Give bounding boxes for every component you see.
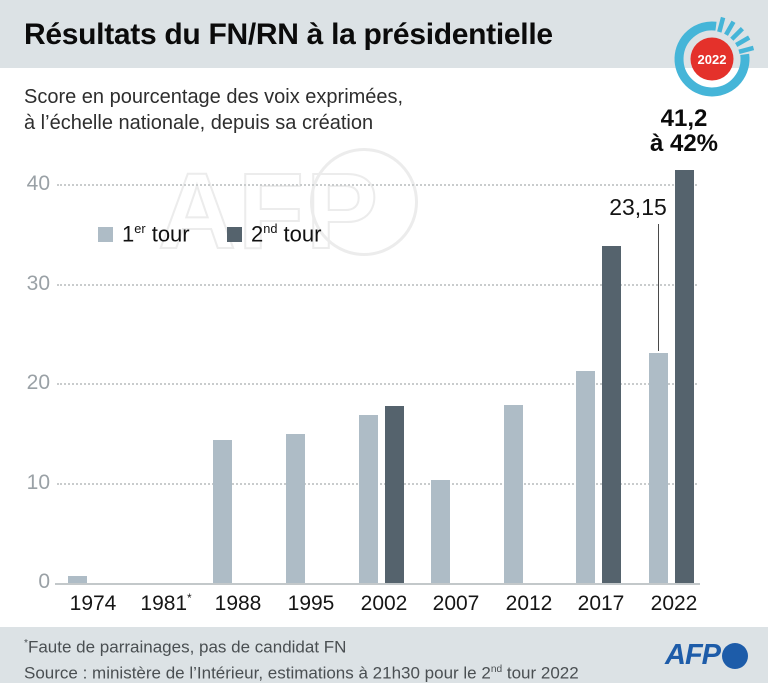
afp-watermark-circle [310,148,418,256]
legend-label-2nd-tour: 2nd tour [251,221,322,247]
bar-1974-1er-tour [68,576,87,583]
x-label-1974: 1974 [69,592,117,615]
legend-label-1er-tour: 1er tour [122,221,190,247]
page-title: Résultats du FN/RN à la présidentielle [24,18,553,51]
header-band [0,0,768,68]
bar-2017-1er-tour [576,371,595,583]
legend-swatch-1er-tour [98,226,113,242]
x-label-1995: 1995 [287,592,335,615]
afp-logo: AFP [665,639,748,672]
bar-2007-1er-tour [431,480,450,583]
gridline-40 [57,184,697,186]
x-axis-line [55,583,700,585]
source-line: Source : ministère de l’Intérieur, estim… [24,663,579,683]
footer-band: *Faute de parrainages, pas de candidat F… [0,627,768,683]
afp-logo-text: AFP [665,639,721,671]
bar-2017-2nd-tour [602,246,621,583]
subtitle-line-2: à l’échelle nationale, depuis sa créatio… [24,112,374,134]
footer-text: *Faute de parrainages, pas de candidat F… [24,633,579,683]
badge-ring-icon: 2022 [674,16,755,97]
legend-item-2nd-tour: 2nd tour [227,221,321,247]
legend-swatch-2nd-tour [227,226,242,242]
bar-1988-1er-tour [213,440,232,583]
chart-subtitle: Score en pourcentage des voix exprimées,… [24,84,403,136]
y-tick-label-20: 20 [26,371,50,394]
x-label-2017: 2017 [577,592,625,615]
annotation-pointer-line [658,224,659,351]
y-tick-label-40: 40 [26,172,50,195]
x-label-2012: 2012 [505,592,553,615]
y-tick-label-10: 10 [26,471,50,494]
badge-arc [674,21,750,97]
bar-2012-1er-tour [504,405,523,583]
y-tick-label-0: 0 [38,570,50,593]
bar-1995-1er-tour [286,434,305,583]
annotation-2022-second-round: 41,2 à 42% [649,105,719,157]
x-label-1981: 1981* [140,592,192,615]
year-2022-badge: 2022 [664,11,760,107]
x-label-1988: 1988 [214,592,262,615]
annotation-2022-first-round: 23,15 [609,194,667,220]
afp-logo-dot-icon [722,642,748,669]
x-label-2022: 2022 [650,592,698,615]
gridline-20 [57,383,697,385]
y-tick-label-30: 30 [26,272,50,295]
gridline-30 [57,284,697,286]
x-label-2002: 2002 [360,592,408,615]
bar-2022-2nd-tour [675,170,694,583]
footnote: *Faute de parrainages, pas de candidat F… [24,637,347,657]
x-label-2007: 2007 [432,592,480,615]
badge-circle [690,37,734,81]
subtitle-line-1: Score en pourcentage des voix exprimées, [24,86,404,108]
legend-item-1er-tour: 1er tour [98,221,190,247]
bar-2002-2nd-tour [385,406,404,583]
badge-year-label: 2022 [698,52,727,67]
badge-rays [717,16,755,54]
bar-2022-1er-tour [649,353,668,583]
bar-2002-1er-tour [359,415,378,583]
